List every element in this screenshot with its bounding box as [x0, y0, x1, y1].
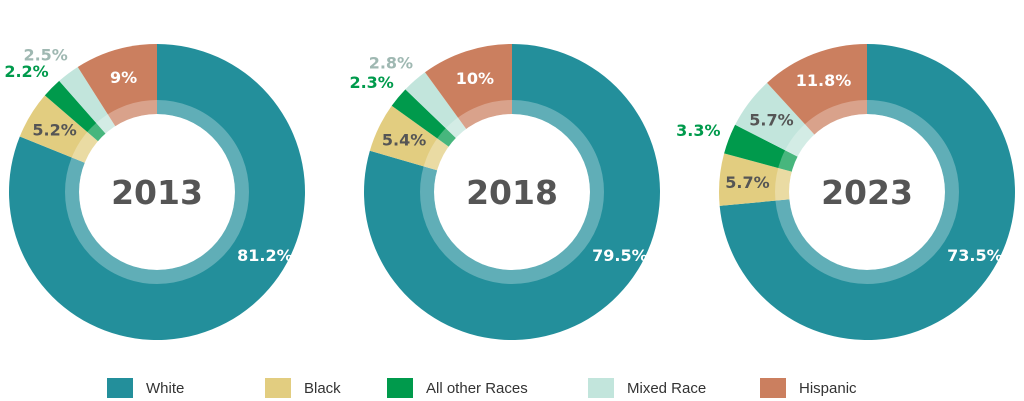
data-label: 5.2% [32, 121, 76, 140]
legend-item-hispanic: Hispanic [760, 378, 857, 398]
legend-label: Mixed Race [627, 379, 707, 397]
legend-swatch [588, 378, 614, 398]
legend-swatch [387, 378, 413, 398]
donut-hole [79, 114, 235, 270]
legend-label: White [146, 379, 185, 397]
data-label: 5.7% [749, 110, 793, 129]
data-label: 11.8% [796, 71, 852, 90]
legend-item-other: All other Races [387, 378, 528, 398]
data-label: 73.5% [947, 246, 1003, 265]
legend-item-black: Black [265, 378, 341, 398]
data-label: 79.5% [592, 246, 648, 265]
year-title: 2018 [466, 173, 558, 212]
data-label: 3.3% [676, 121, 720, 140]
year-title: 2013 [111, 173, 203, 212]
data-label: 2.8% [369, 53, 413, 72]
legend-swatch [265, 378, 291, 398]
legend-item-white: White [107, 378, 184, 398]
data-label: 81.2% [237, 246, 293, 265]
data-label: 2.2% [4, 62, 48, 81]
donut-hole [789, 114, 945, 270]
data-label: 2.3% [349, 73, 393, 92]
legend-swatch [760, 378, 786, 398]
data-label: 9% [110, 68, 137, 87]
legend: White Black All other Races Mixed Race H… [0, 378, 1024, 400]
slice-white [364, 44, 660, 340]
legend-label: Hispanic [799, 379, 857, 397]
inner-ring [775, 100, 959, 284]
legend-swatch [107, 378, 133, 398]
year-title: 2023 [821, 173, 913, 212]
donut-hole [434, 114, 590, 270]
data-label: 5.4% [382, 131, 426, 150]
data-label: 10% [456, 69, 494, 88]
legend-item-mixed: Mixed Race [588, 378, 706, 398]
legend-label: Black [304, 379, 341, 397]
data-label: 5.7% [725, 173, 769, 192]
inner-ring [420, 100, 604, 284]
inner-ring [65, 100, 249, 284]
data-label: 2.5% [23, 45, 67, 64]
legend-label: All other Races [426, 379, 528, 397]
